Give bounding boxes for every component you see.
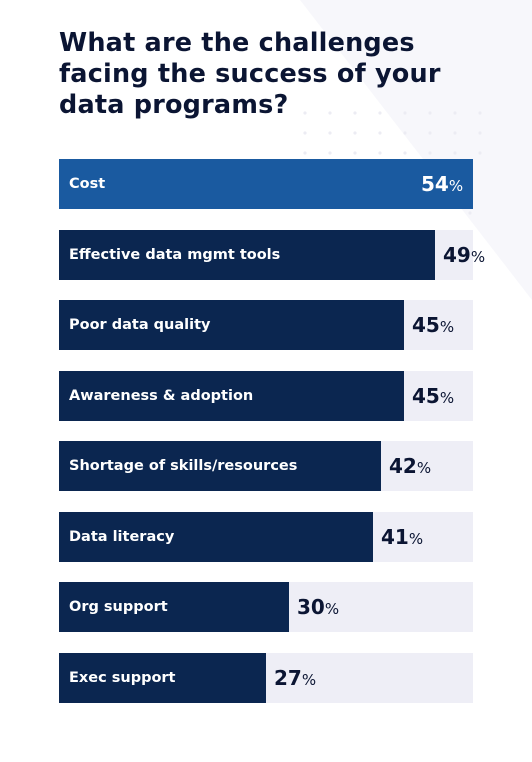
bar [59, 441, 381, 491]
bar-value-number: 49 [443, 242, 471, 267]
bar-value-unit: % [301, 670, 317, 689]
bar [59, 370, 404, 421]
bar-value-number: 45 [412, 313, 440, 337]
bar-value-unit: % [439, 388, 455, 407]
bar [59, 300, 404, 350]
bar-value-number: 42 [389, 454, 417, 478]
bar-value: 45% [412, 300, 454, 350]
bar-value-number: 54 [421, 172, 449, 196]
bar-row: Poor data quality 45% [59, 300, 473, 350]
bar-value: 27% [274, 653, 316, 703]
bar [59, 229, 435, 280]
bar [59, 582, 289, 632]
bar-row: Org support 30% [59, 582, 473, 632]
bar-value: 49% [443, 230, 485, 280]
bar-row: Awareness & adoption 45% [59, 370, 473, 421]
bar-value-unit: % [416, 459, 432, 477]
bar-value-number: 27 [274, 665, 302, 690]
bar-label: Shortage of skills/resources [69, 458, 298, 474]
bar-value: 42% [389, 441, 431, 491]
bar-label: Data literacy [69, 528, 175, 545]
bar [59, 159, 473, 209]
bar-value-number: 41 [381, 524, 409, 549]
bar-row: Effective data mgmt tools 49% [59, 229, 485, 280]
bar-label: Cost [69, 176, 106, 192]
bar-label: Effective data mgmt tools [69, 246, 281, 263]
bar-value-unit: % [470, 247, 486, 266]
bar-value: 30% [297, 582, 339, 632]
bar-label: Awareness & adoption [69, 387, 254, 404]
bar-value-unit: % [408, 529, 424, 548]
bar-value: 45% [412, 371, 454, 421]
bar-label: Poor data quality [69, 317, 211, 333]
bar-value-unit: % [439, 318, 455, 336]
bar-row: Exec support 27% [59, 652, 473, 703]
bar-value: 54% [421, 159, 463, 209]
bar-row: Cost 54% [59, 159, 473, 209]
bar-label: Org support [69, 599, 168, 615]
bar-row: Data literacy 41% [59, 511, 473, 562]
bar [59, 511, 373, 562]
bar [59, 652, 266, 703]
bar-value: 41% [381, 512, 423, 562]
bar-value-unit: % [324, 600, 340, 618]
bar-value-number: 30 [297, 595, 325, 619]
bar-row: Shortage of skills/resources 42% [59, 441, 473, 491]
chart-title: What are the challenges facing the succe… [59, 28, 441, 120]
bar-label: Exec support [69, 669, 176, 686]
bar-value-unit: % [448, 177, 464, 195]
bar-value-number: 45 [412, 383, 440, 408]
